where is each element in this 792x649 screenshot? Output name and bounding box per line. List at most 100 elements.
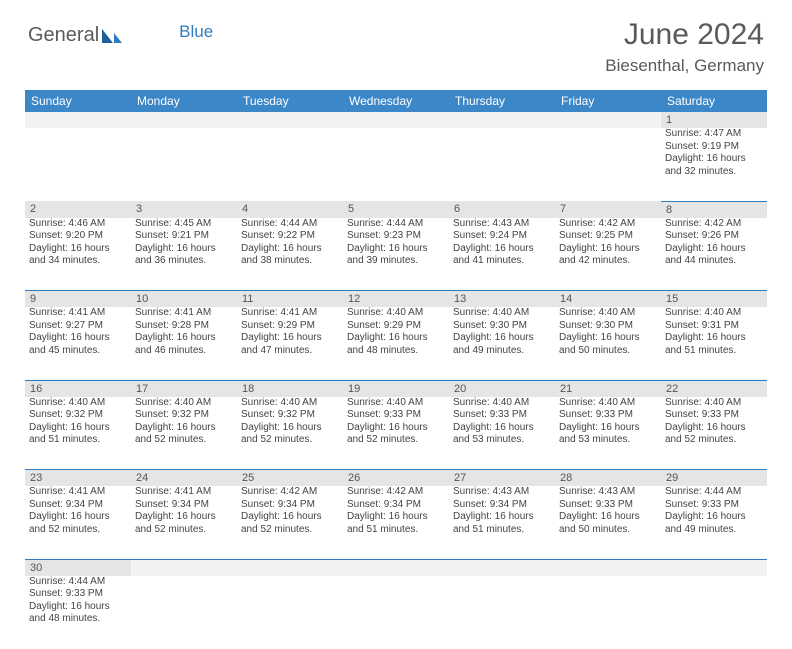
day-sunset: Sunset: 9:34 PM [347,499,445,512]
day-sunrise: Sunrise: 4:44 AM [347,218,445,231]
day-cell: Sunrise: 4:40 AMSunset: 9:33 PMDaylight:… [449,397,555,470]
day-day2: and 50 minutes. [559,345,657,358]
day-day2: and 53 minutes. [453,434,551,447]
day-day2: and 32 minutes. [665,166,763,179]
day-number-cell: 5 [343,201,449,218]
day-sunset: Sunset: 9:34 PM [29,499,127,512]
day-content-row: Sunrise: 4:40 AMSunset: 9:32 PMDaylight:… [25,397,767,470]
header: General Blue June 2024 Biesenthal, Germa… [0,0,792,84]
day-number-cell: 23 [25,470,131,487]
day-cell: Sunrise: 4:40 AMSunset: 9:33 PMDaylight:… [555,397,661,470]
day-sunrise: Sunrise: 4:42 AM [347,486,445,499]
day-day1: Daylight: 16 hours [347,332,445,345]
day-number-cell [343,112,449,128]
day-number-row: 1 [25,112,767,128]
day-sunrise: Sunrise: 4:41 AM [29,307,127,320]
day-sunset: Sunset: 9:32 PM [241,409,339,422]
day-number-cell: 16 [25,380,131,397]
day-cell [343,576,449,649]
day-day1: Daylight: 16 hours [29,243,127,256]
day-sunset: Sunset: 9:33 PM [665,409,763,422]
day-sunset: Sunset: 9:31 PM [665,320,763,333]
day-cell: Sunrise: 4:40 AMSunset: 9:29 PMDaylight:… [343,307,449,380]
day-day2: and 45 minutes. [29,345,127,358]
day-number-cell [661,559,767,576]
day-day2: and 51 minutes. [665,345,763,358]
day-sunrise: Sunrise: 4:40 AM [559,307,657,320]
day-day2: and 49 minutes. [453,345,551,358]
day-day1: Daylight: 16 hours [29,511,127,524]
day-cell: Sunrise: 4:43 AMSunset: 9:34 PMDaylight:… [449,486,555,559]
day-sunrise: Sunrise: 4:44 AM [665,486,763,499]
day-day2: and 39 minutes. [347,255,445,268]
weekday-header: Wednesday [343,90,449,112]
day-number-cell: 9 [25,291,131,308]
day-day1: Daylight: 16 hours [135,332,233,345]
day-sunset: Sunset: 9:29 PM [241,320,339,333]
weekday-header: Sunday [25,90,131,112]
day-day1: Daylight: 16 hours [559,332,657,345]
day-number-cell: 19 [343,380,449,397]
day-cell [661,576,767,649]
day-number-cell: 10 [131,291,237,308]
day-day1: Daylight: 16 hours [135,511,233,524]
day-day2: and 34 minutes. [29,255,127,268]
day-day1: Daylight: 16 hours [559,422,657,435]
day-day1: Daylight: 16 hours [347,511,445,524]
day-cell: Sunrise: 4:43 AMSunset: 9:24 PMDaylight:… [449,218,555,291]
day-number-cell: 30 [25,559,131,576]
day-number-row: 9101112131415 [25,291,767,308]
day-sunrise: Sunrise: 4:45 AM [135,218,233,231]
day-number-cell [237,112,343,128]
day-cell: Sunrise: 4:44 AMSunset: 9:33 PMDaylight:… [25,576,131,649]
brand-name-part2: Blue [179,22,213,42]
day-sunset: Sunset: 9:27 PM [29,320,127,333]
day-sunset: Sunset: 9:19 PM [665,141,763,154]
day-sunrise: Sunrise: 4:43 AM [453,486,551,499]
day-day1: Daylight: 16 hours [135,243,233,256]
day-cell: Sunrise: 4:47 AMSunset: 9:19 PMDaylight:… [661,128,767,201]
day-cell: Sunrise: 4:41 AMSunset: 9:27 PMDaylight:… [25,307,131,380]
day-sunrise: Sunrise: 4:40 AM [135,397,233,410]
day-day1: Daylight: 16 hours [29,601,127,614]
day-sunset: Sunset: 9:33 PM [347,409,445,422]
day-sunset: Sunset: 9:32 PM [135,409,233,422]
day-sunset: Sunset: 9:22 PM [241,230,339,243]
day-day2: and 46 minutes. [135,345,233,358]
day-sunset: Sunset: 9:25 PM [559,230,657,243]
day-content-row: Sunrise: 4:44 AMSunset: 9:33 PMDaylight:… [25,576,767,649]
day-number-row: 30 [25,559,767,576]
day-sunrise: Sunrise: 4:40 AM [665,397,763,410]
day-sunrise: Sunrise: 4:41 AM [135,307,233,320]
weekday-header-row: Sunday Monday Tuesday Wednesday Thursday… [25,90,767,112]
day-day1: Daylight: 16 hours [241,511,339,524]
day-sunset: Sunset: 9:23 PM [347,230,445,243]
day-day1: Daylight: 16 hours [29,332,127,345]
day-sunrise: Sunrise: 4:41 AM [135,486,233,499]
day-number-cell [555,112,661,128]
day-number-cell: 21 [555,380,661,397]
day-number-cell: 22 [661,380,767,397]
day-sunrise: Sunrise: 4:44 AM [29,576,127,589]
day-cell [237,576,343,649]
day-cell: Sunrise: 4:42 AMSunset: 9:26 PMDaylight:… [661,218,767,291]
day-sunrise: Sunrise: 4:40 AM [241,397,339,410]
day-sunset: Sunset: 9:32 PM [29,409,127,422]
day-cell: Sunrise: 4:41 AMSunset: 9:34 PMDaylight:… [25,486,131,559]
day-cell: Sunrise: 4:42 AMSunset: 9:34 PMDaylight:… [343,486,449,559]
day-day1: Daylight: 16 hours [559,511,657,524]
day-sunrise: Sunrise: 4:42 AM [665,218,763,231]
day-day2: and 50 minutes. [559,524,657,537]
day-number-cell: 1 [661,112,767,128]
day-content-row: Sunrise: 4:46 AMSunset: 9:20 PMDaylight:… [25,218,767,291]
day-cell: Sunrise: 4:40 AMSunset: 9:31 PMDaylight:… [661,307,767,380]
brand-name-part1: General [28,24,99,47]
day-sunrise: Sunrise: 4:40 AM [453,397,551,410]
day-cell [237,128,343,201]
day-day2: and 48 minutes. [29,613,127,626]
day-sunrise: Sunrise: 4:40 AM [453,307,551,320]
day-number-cell: 6 [449,201,555,218]
day-number-cell [237,559,343,576]
day-day1: Daylight: 16 hours [453,511,551,524]
day-cell: Sunrise: 4:41 AMSunset: 9:29 PMDaylight:… [237,307,343,380]
